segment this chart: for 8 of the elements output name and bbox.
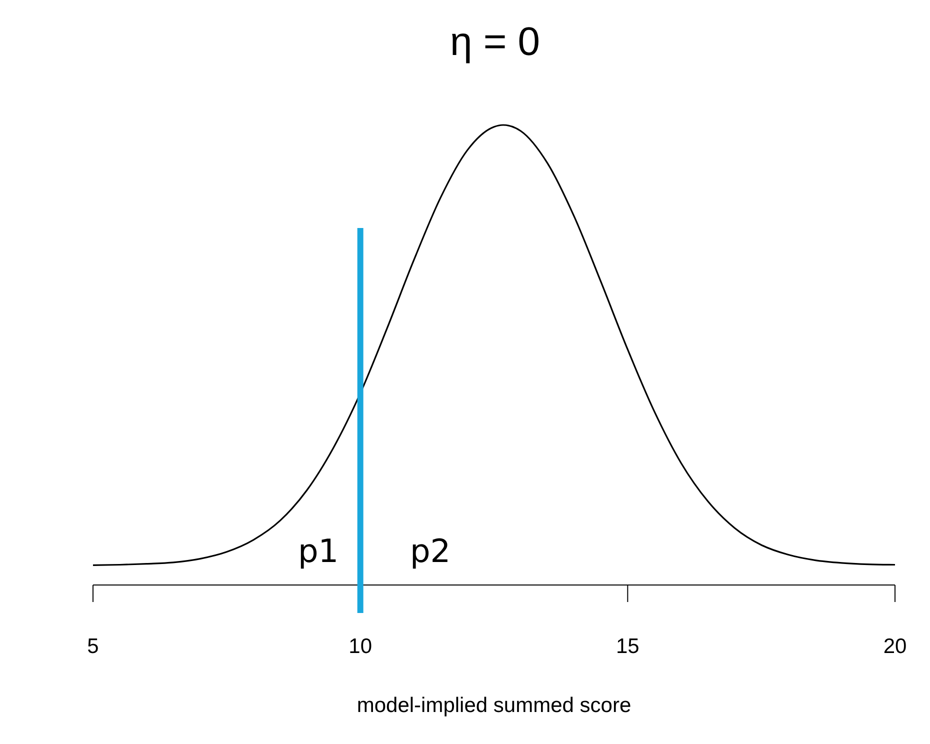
x-tick-label: 5 [87, 635, 99, 658]
annotation: p1 [298, 532, 339, 570]
x-tick-label: 20 [883, 635, 907, 658]
annotation: p2 [410, 532, 451, 570]
chart-title: η = 0 [450, 20, 540, 64]
x-tick-label: 10 [348, 635, 372, 658]
x-axis-title: model-implied summed score [356, 694, 632, 717]
x-tick-label: 15 [616, 635, 640, 658]
